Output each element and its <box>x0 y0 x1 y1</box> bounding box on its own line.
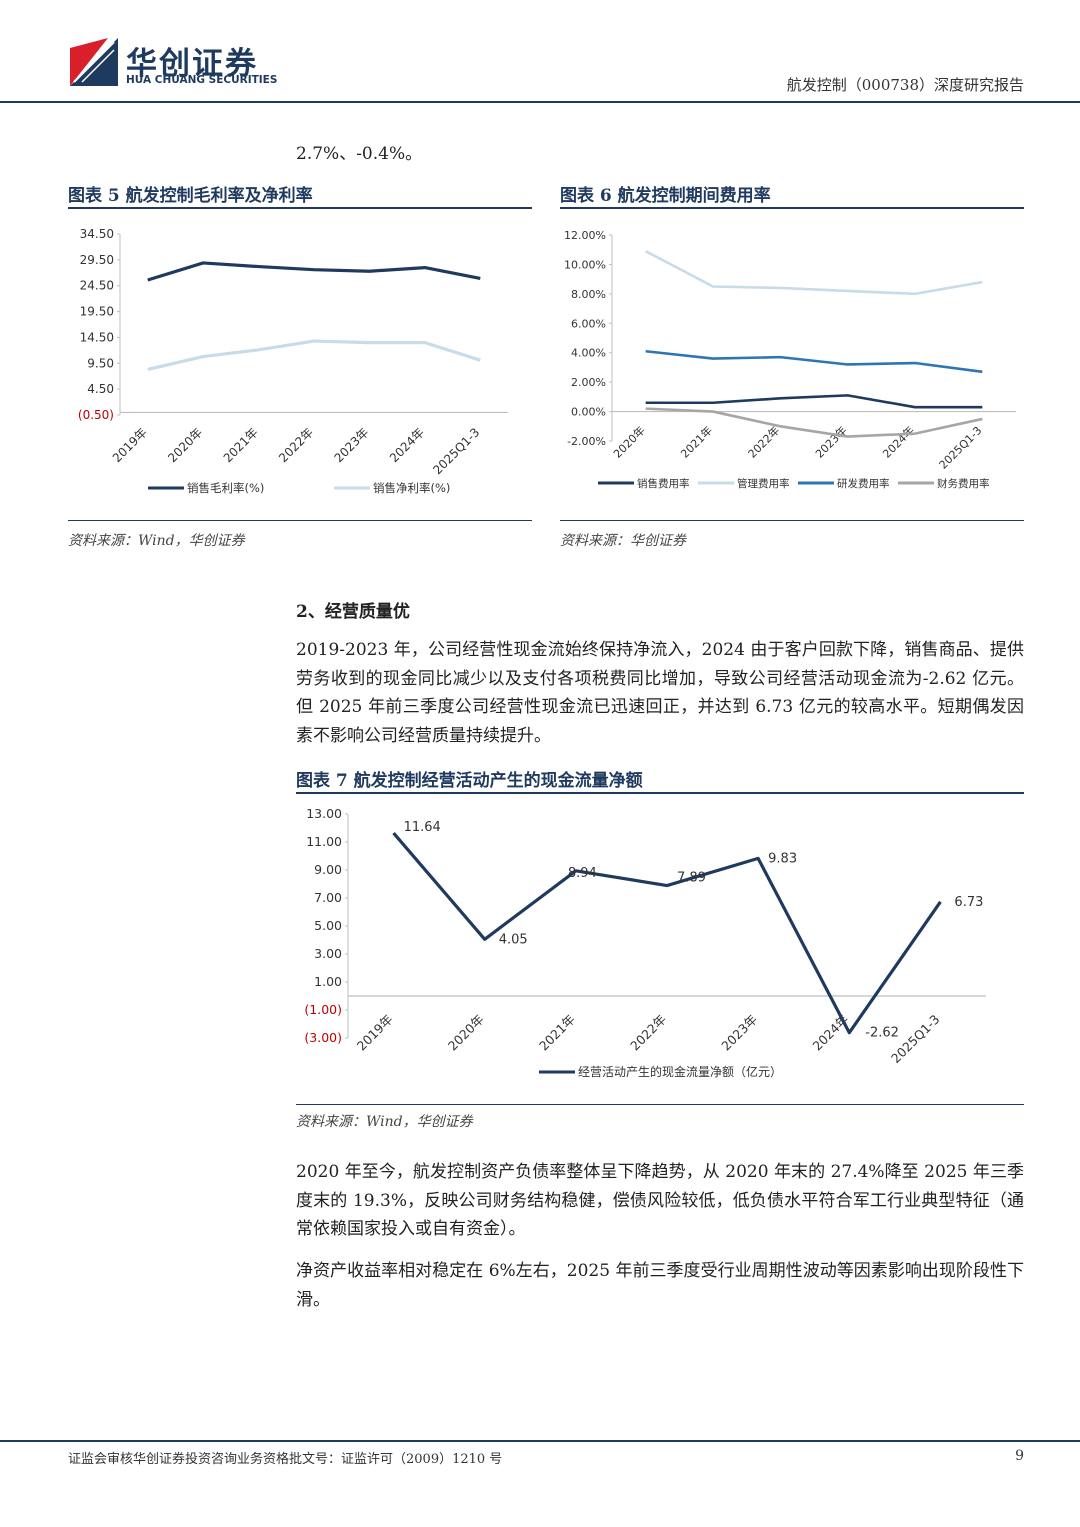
footer-license: 证监会审核华创证券投资咨询业务资格批文号：证监许可（2009）1210 号 <box>68 1452 503 1467</box>
fig5-title-rule <box>68 207 532 209</box>
data-label: 4.05 <box>499 932 528 947</box>
x-tick-label: 2023年 <box>332 425 372 465</box>
fig5-chart: 34.50 29.50 24.50 19.50 14.50 9.50 4.50 (0.50) 2… <box>78 227 508 495</box>
footer-rule <box>0 1440 1080 1442</box>
x-tick-label: 2021年 <box>536 1012 578 1054</box>
legend-label: 管理费用率 <box>737 477 790 490</box>
x-tick-label: 2025Q1-3 <box>430 425 482 477</box>
data-label: 8.94 <box>568 866 597 881</box>
fig7-chart: 13.00 11.00 9.00 7.00 5.00 3.00 1.00 (1.00) (3.0… <box>304 806 986 1079</box>
fig7-title: 图表 7 航发控制经营活动产生的现金流量净额 <box>296 771 643 791</box>
page-number: 9 <box>1015 1448 1024 1464</box>
series-line-4 <box>645 407 983 438</box>
fig6-title: 图表 6 航发控制期间费用率 <box>560 186 771 206</box>
x-tick-label: 2020年 <box>445 1012 487 1054</box>
y-tick-label: (0.50) <box>78 408 114 422</box>
continuation-text: 2.7%、-0.4%。 <box>296 144 423 164</box>
y-tick-label: 13.00 <box>306 806 342 821</box>
x-tick-label: 2021年 <box>678 423 715 460</box>
y-tick-label: 4.50 <box>87 382 114 396</box>
y-tick-label: 7.00 <box>314 890 342 905</box>
x-tick-label: 2024年 <box>880 423 917 460</box>
fig6-title-rule <box>560 207 1024 209</box>
legend-label: 经营活动产生的现金流量净额（亿元） <box>578 1064 782 1079</box>
x-tick-label: 2022年 <box>745 423 782 460</box>
fig5-title: 图表 5 航发控制毛利率及净利率 <box>68 186 313 206</box>
x-tick-label: 2021年 <box>221 425 261 465</box>
section-heading: 2、经营质量优 <box>296 602 410 622</box>
series-line-3 <box>645 349 983 374</box>
x-tick-label: 2019年 <box>354 1012 396 1054</box>
paragraph-debt-ratio: 2020 年至今，航发控制资产负债率整体呈下降趋势，从 2020 年末的 27.… <box>296 1162 1024 1239</box>
paragraph-roe: 净资产收益率相对稳定在 6%左右，2025 年前三季度受行业周期性波动等因素影响… <box>296 1261 1024 1310</box>
logo-mark <box>70 38 118 86</box>
y-tick-label: (1.00) <box>304 1002 342 1017</box>
fig5-bottom-rule <box>68 520 532 521</box>
y-tick-label: 12.00% <box>564 229 606 242</box>
x-tick-label: 2023年 <box>812 423 849 460</box>
fig6-chart: 12.00% 10.00% 8.00% 6.00% 4.00% 2.00% 0.00% -2.… <box>564 229 1016 490</box>
x-tick-label: 2020年 <box>610 423 647 460</box>
series-line-2 <box>147 339 481 372</box>
series-line-1 <box>645 394 983 409</box>
x-tick-label: 2024年 <box>387 425 427 465</box>
y-tick-label: 34.50 <box>80 227 114 241</box>
y-tick-label: 11.00 <box>306 834 342 849</box>
y-tick-label: 2.00% <box>571 376 606 389</box>
logo-english-name: HUA CHUANG SECURITIES <box>126 74 278 86</box>
y-tick-label: 4.00% <box>571 347 606 360</box>
header-rule <box>0 101 1080 103</box>
y-tick-label: 8.00% <box>571 288 606 301</box>
fig7-source: 资料来源：Wind，华创证券 <box>296 1114 473 1130</box>
x-tick-label: 2022年 <box>276 425 316 465</box>
fig6-source: 资料来源：华创证券 <box>560 533 686 549</box>
legend-label: 财务费用率 <box>937 477 990 490</box>
data-label: 9.83 <box>768 851 797 866</box>
x-tick-label: 2022年 <box>627 1012 669 1054</box>
logo-chinese-name: 华创证券 <box>126 46 258 82</box>
y-tick-label: 5.00 <box>314 918 342 933</box>
data-label: 11.64 <box>404 820 441 835</box>
y-tick-label: (3.00) <box>304 1030 342 1045</box>
legend-label: 销售费用率 <box>637 477 690 490</box>
x-tick-label: 2025Q1-3 <box>937 424 985 472</box>
legend-label: 销售毛利率(%) <box>187 481 264 495</box>
y-tick-label: 24.50 <box>80 279 114 293</box>
y-tick-label: 3.00 <box>314 946 342 961</box>
data-label: 7.89 <box>677 871 706 886</box>
y-tick-label: 14.50 <box>80 330 114 344</box>
series-line-1 <box>392 831 942 1035</box>
y-tick-label: 6.00% <box>571 317 606 330</box>
fig6-bottom-rule <box>560 520 1024 521</box>
y-tick-label: -2.00% <box>567 435 606 448</box>
fig7-title-rule <box>296 792 1024 794</box>
series-line-2 <box>645 250 983 296</box>
y-tick-label: 29.50 <box>80 253 114 267</box>
fig7-bottom-rule <box>296 1104 1024 1105</box>
y-tick-label: 0.00% <box>571 406 606 419</box>
data-label: 6.73 <box>954 895 983 910</box>
y-tick-label: 19.50 <box>80 305 114 319</box>
report-title: 航发控制（000738）深度研究报告 <box>786 76 1024 94</box>
legend-label: 销售净利率(%) <box>373 481 450 495</box>
legend-label: 研发费用率 <box>837 477 890 490</box>
fig5-source: 资料来源：Wind，华创证券 <box>68 533 245 549</box>
x-tick-label: 2023年 <box>718 1012 760 1054</box>
x-tick-label: 2020年 <box>165 425 205 465</box>
x-tick-label: 2019年 <box>110 425 150 465</box>
data-label: -2.62 <box>865 1026 899 1041</box>
y-tick-label: 9.00 <box>314 862 342 877</box>
y-tick-label: 1.00 <box>314 974 342 989</box>
y-tick-label: 10.00% <box>564 258 606 271</box>
x-tick-label: 2024年 <box>809 1012 851 1054</box>
y-tick-label: 9.50 <box>87 356 114 370</box>
series-line-1 <box>147 261 481 282</box>
section-paragraph-1: 2019-2023 年，公司经营性现金流始终保持净流入，2024 由于客户回款下… <box>296 640 1024 746</box>
